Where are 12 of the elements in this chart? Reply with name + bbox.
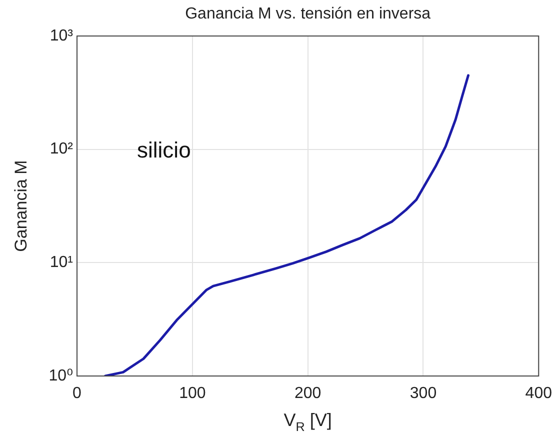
y-tick-label: 10⁰ [48, 367, 73, 384]
y-tick-label: 10¹ [50, 254, 73, 272]
chart-title: Ganancia M vs. tensión en inversa [185, 5, 431, 22]
y-tick-label: 10³ [50, 27, 74, 44]
x-tick-label: 0 [72, 385, 82, 402]
x-tick-label: 100 [179, 385, 206, 402]
x-tick-label: 200 [294, 385, 322, 402]
y-axis-title: Ganancia M [12, 160, 31, 252]
x-tick-label: 300 [410, 385, 437, 402]
y-tick-label: 10² [50, 140, 74, 158]
x-tick-label: 400 [525, 385, 552, 402]
annotation: silicio [137, 138, 191, 163]
